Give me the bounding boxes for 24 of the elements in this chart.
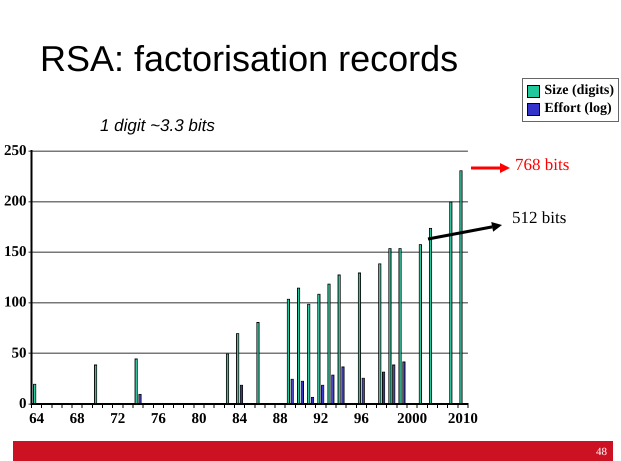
y-tick-label: 250 xyxy=(4,142,26,159)
chart-title: RSA: factorisation records xyxy=(40,38,458,80)
legend-label: Size (digits) xyxy=(544,82,614,100)
x-tick-label: 68 xyxy=(70,410,85,427)
y-tick-label: 200 xyxy=(4,193,26,210)
x-tick-label: 88 xyxy=(272,410,288,427)
x-tick-label: 72 xyxy=(110,410,126,427)
y-tick-label: 50 xyxy=(12,345,26,362)
x-tick-label: 80 xyxy=(191,410,206,427)
x-tick-label: 2010 xyxy=(448,410,478,427)
x-tick-label: 76 xyxy=(150,410,166,427)
x-tick-label: 2000 xyxy=(397,410,428,427)
y-tick-label: 100 xyxy=(4,294,26,311)
y-tick-label: 150 xyxy=(4,244,26,260)
x-tick-label: 64 xyxy=(29,410,45,427)
text: 768 bits xyxy=(515,155,570,175)
x-tick-label: 96 xyxy=(354,410,370,427)
text: 512 bits xyxy=(512,208,566,228)
y-tick-label: 0 xyxy=(19,396,26,412)
text: 48 xyxy=(596,446,607,458)
text: 1 digit ~3.3 bits xyxy=(100,116,215,136)
legend-label: Effort (log) xyxy=(544,100,612,118)
x-tick-label: 84 xyxy=(232,410,248,427)
x-tick-label: 92 xyxy=(313,410,328,427)
